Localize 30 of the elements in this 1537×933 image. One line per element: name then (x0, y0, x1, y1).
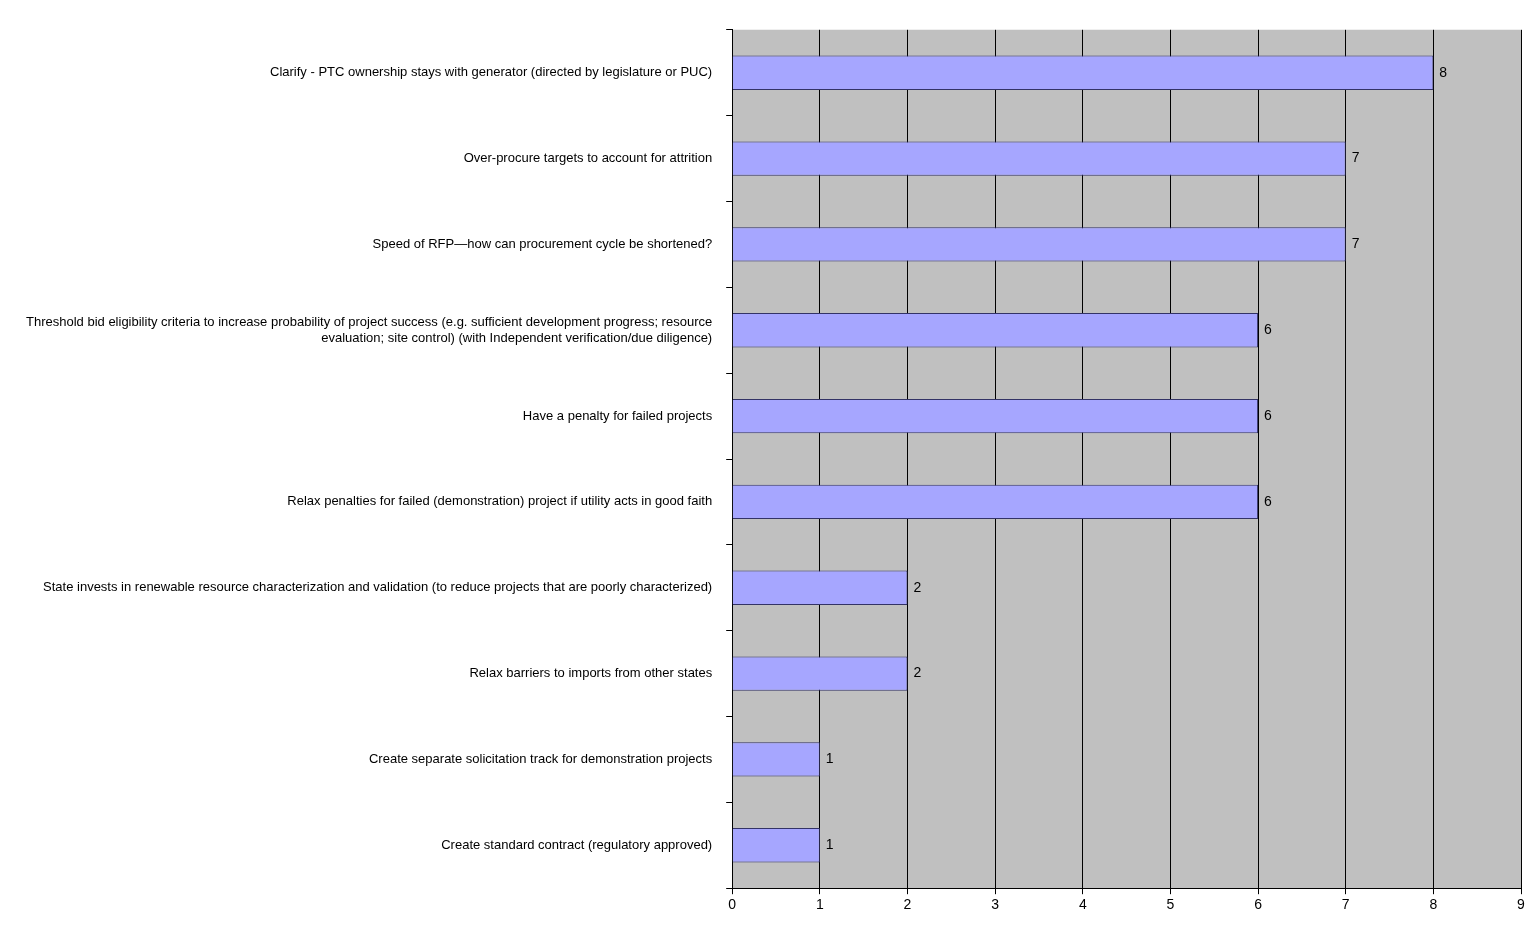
x-tick-label: 1 (815, 896, 824, 913)
y-tick-label: Threshold bid eligibility criteria to increase probability of project success (e.g. sufficient development progress; resource evaluation; site control) (with Independent verification/due diligence) (26, 314, 713, 345)
y-tick-label: State invests in renewable resource characterization and validation (to reduce projects that are poorly characterized) (43, 579, 713, 595)
y-tick-label: Over-procure targets to account for attrition (463, 150, 713, 166)
y-tick-label: Relax barriers to imports from other states (469, 665, 713, 681)
y-tick-label: Create separate solicitation track for demonstration projects (368, 751, 713, 767)
data-label: 1 (825, 836, 834, 853)
data-label: 7 (1351, 149, 1360, 166)
y-tick-label: Clarify - PTC ownership stays with generator (directed by legislature or PUC) (270, 64, 713, 80)
data-label: 8 (1439, 63, 1448, 80)
x-tick-label: 8 (1429, 896, 1438, 913)
x-tick-label: 6 (1254, 896, 1263, 913)
data-label: 6 (1264, 406, 1273, 423)
x-tick-label: 9 (1517, 896, 1526, 913)
y-tick-label: Speed of RFP—how can procurement cycle be shortened? (372, 235, 713, 251)
y-tick-label: Have a penalty for failed projects (522, 407, 713, 423)
data-label: 2 (913, 578, 922, 595)
data-label: 7 (1351, 235, 1360, 252)
x-tick-label: 3 (991, 896, 1000, 913)
data-label: 2 (913, 664, 922, 681)
data-label: 1 (825, 750, 834, 767)
x-tick-label: 0 (728, 896, 737, 913)
x-tick-label: 5 (1166, 896, 1175, 913)
x-tick-label: 2 (903, 896, 912, 913)
data-label: 6 (1264, 321, 1273, 338)
x-tick-label: 4 (1078, 896, 1087, 913)
y-tick-label: Create standard contract (regulatory approved) (441, 836, 713, 852)
data-label: 6 (1264, 492, 1273, 509)
x-tick-label: 7 (1341, 896, 1350, 913)
y-tick-label: Relax penalties for failed (demonstration) project if utility acts in good faith (287, 493, 713, 509)
